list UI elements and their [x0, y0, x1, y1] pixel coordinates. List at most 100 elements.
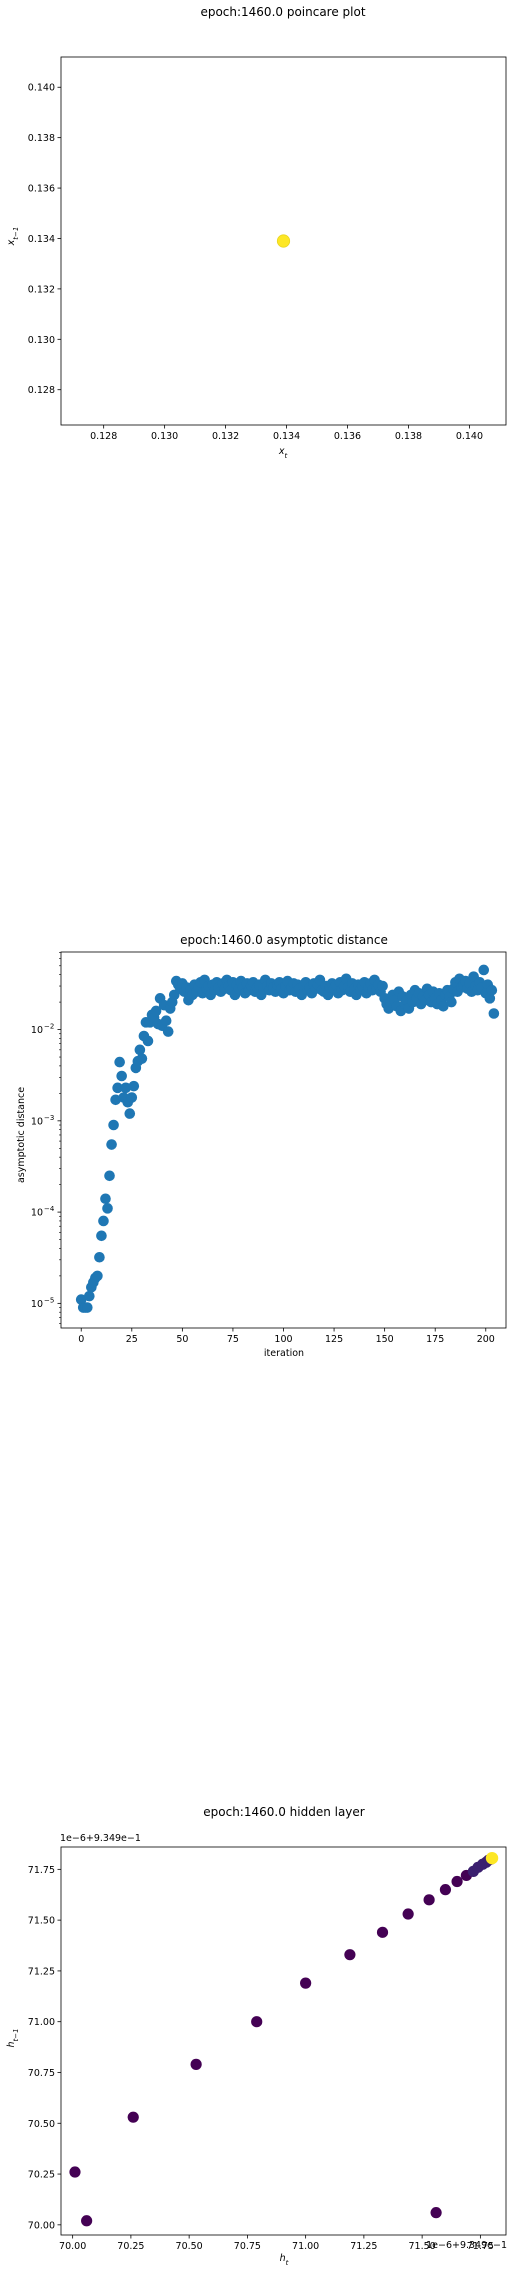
x-axis-label: ht	[280, 2253, 289, 2267]
x-tick-label: 100	[274, 1334, 292, 1345]
x-offset-text: 1e−6+9.349e−1	[426, 2240, 507, 2251]
y-tick-label: 0.130	[28, 335, 55, 346]
poincare-chart: epoch:1460.0 poincare plot 0.128 0.130 0.1…	[6, 5, 507, 460]
data-point	[128, 1080, 140, 1092]
y-tick-label: 71.25	[28, 1966, 55, 1977]
data-point	[142, 1035, 154, 1047]
x-tick-label: 0.136	[334, 431, 361, 442]
data-point	[112, 1082, 123, 1094]
data-point	[81, 1302, 93, 1313]
y-axis-label: xt−1	[6, 227, 20, 247]
y-tick-label: 71.50	[28, 1916, 55, 1927]
x-tick-label: 25	[126, 1334, 138, 1345]
x-tick-label: 200	[477, 1334, 495, 1345]
y-offset-text: 1e−6+9.349e−1	[60, 1833, 141, 1844]
data-point	[446, 996, 457, 1008]
y-axis-label: asymptotic distance	[16, 1087, 27, 1183]
data-point	[451, 1875, 463, 1888]
y-tick-label: 0.136	[28, 184, 55, 195]
y-tick-exponent: −5	[44, 1296, 54, 1304]
chart-title: epoch:1460.0 hidden layer	[203, 1805, 365, 1819]
data-point	[276, 234, 291, 248]
y-tick-label: 70.50	[28, 2119, 55, 2130]
x-tick-label: 71.75	[467, 2241, 494, 2252]
y-tick-exponent: −2	[44, 1023, 54, 1031]
x-tick-label: 75	[227, 1334, 239, 1345]
x-tick-label: 0.132	[212, 431, 239, 442]
y-tick-label: 10	[31, 1299, 43, 1310]
y-axis-label: ht−1	[6, 2028, 20, 2047]
x-tick-label: 50	[176, 1334, 188, 1345]
data-point	[190, 2058, 202, 2070]
data-point	[376, 1926, 389, 1938]
data-point	[124, 1108, 136, 1119]
data-point	[423, 1894, 435, 1906]
chart-title: epoch:1460.0 asymptotic distance	[180, 933, 388, 947]
y-tick-label: 0.128	[28, 385, 55, 396]
data-point	[108, 1119, 119, 1131]
data-point	[110, 1094, 121, 1106]
y-tick-label: 71.75	[28, 1865, 55, 1876]
y-tick-label: 10	[31, 1116, 43, 1127]
y-tick-label: 10	[31, 1208, 43, 1219]
plot-frame	[60, 56, 507, 426]
y-tick-label: 0.134	[28, 234, 55, 245]
x-tick-label: 70.75	[234, 2241, 261, 2252]
data-point	[96, 1230, 107, 1242]
data-point	[251, 2016, 263, 2028]
data-point	[116, 1070, 127, 1082]
x-tick-label: 71.50	[409, 2241, 436, 2252]
x-tick-label: 0	[78, 1334, 84, 1345]
x-tick-label: 70.50	[176, 2241, 203, 2252]
data-point	[162, 1026, 174, 1037]
y-tick-exponent: −4	[44, 1205, 55, 1213]
y-tick-exponent: −3	[44, 1114, 54, 1122]
data-point	[127, 2111, 139, 2123]
data-point	[134, 1044, 146, 1056]
y-tick-label: 70.00	[28, 2220, 55, 2231]
data-point	[344, 1949, 356, 1961]
x-tick-label: 175	[426, 1334, 444, 1345]
data-point	[92, 1270, 103, 1282]
x-tick-label: 0.140	[456, 431, 483, 442]
data-point	[150, 1005, 162, 1017]
y-tick-label: 10	[31, 1025, 43, 1036]
y-tick-label: 70.25	[28, 2170, 55, 2181]
data-point	[160, 1015, 172, 1027]
x-tick-label: 0.138	[395, 431, 422, 442]
x-tick-label: 0.128	[90, 431, 117, 442]
y-tick-label: 0.138	[28, 133, 55, 144]
chart-title: epoch:1460.0 poincare plot	[200, 5, 365, 19]
data-point	[75, 1294, 87, 1305]
y-tick-label: 0.140	[28, 83, 55, 94]
data-point	[439, 1884, 452, 1896]
data-point	[114, 1056, 125, 1068]
data-point	[126, 1092, 138, 1103]
plot-area: 70.00 70.25 70.50 70.75 71.00 71.25 71.50 71.75…	[28, 1846, 507, 2252]
data-point	[106, 1139, 117, 1150]
x-tick-label: 70.25	[117, 2241, 144, 2252]
plot-frame	[60, 1846, 507, 2236]
data-point	[120, 1082, 132, 1094]
y-tick-label: 0.132	[28, 284, 55, 295]
x-tick-label: 71.00	[292, 2241, 319, 2252]
asymptotic-distance-chart: epoch:1460.0 asymptotic distance 0 25 50 75…	[16, 933, 507, 1359]
data-point	[94, 1251, 105, 1263]
data-point	[488, 1008, 500, 1019]
x-tick-label: 70.00	[59, 2241, 86, 2252]
data-point	[300, 1977, 312, 1989]
data-point	[430, 2207, 442, 2219]
data-point	[69, 2166, 81, 2178]
plot-area: 0.128 0.130 0.132 0.134 0.136 0.138 0.140 0.128…	[28, 56, 507, 442]
hidden-layer-chart: epoch:1460.0 hidden layer 70.00 70.25 70.5…	[6, 1805, 507, 2267]
x-axis-label: xt	[278, 446, 288, 460]
x-tick-label: 0.130	[151, 431, 178, 442]
x-tick-label: 71.25	[350, 2241, 377, 2252]
data-point	[84, 1290, 95, 1302]
data-point	[377, 980, 388, 992]
x-tick-label: 150	[376, 1334, 394, 1345]
data-point	[402, 1908, 414, 1920]
x-tick-label: 125	[325, 1334, 343, 1345]
data-point	[486, 984, 498, 996]
